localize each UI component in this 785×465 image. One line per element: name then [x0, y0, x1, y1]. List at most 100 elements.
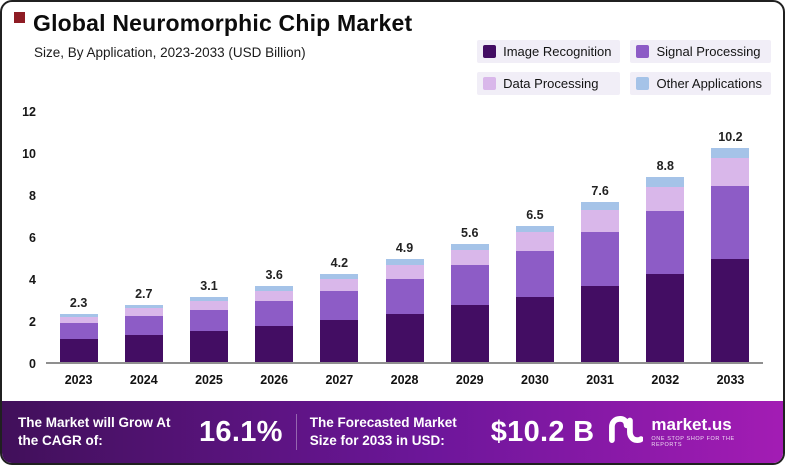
legend-label: Other Applications — [656, 76, 762, 91]
stacked-bar — [450, 244, 489, 362]
bar-segment — [711, 158, 750, 186]
chart-header: Global Neuromorphic Chip Market Size, By… — [2, 2, 783, 102]
marketus-logo[interactable]: market.us ONE STOP SHOP FOR THE REPORTS — [607, 415, 767, 449]
legend-item: Other Applications — [630, 72, 771, 95]
plot-area: 2.3 2.7 3.1 3.6 4.2 4.9 5.6 6.5 7.6 8.8 10.2 — [46, 112, 763, 364]
brand-tagline: ONE STOP SHOP FOR THE REPORTS — [651, 435, 735, 448]
bar-segment — [255, 290, 294, 302]
title-bullet-icon — [14, 12, 25, 23]
x-axis-label: 2024 — [129, 373, 158, 387]
stacked-bar — [255, 286, 294, 362]
bar-segment — [385, 265, 424, 280]
bar-segment — [255, 301, 294, 327]
bar-group: 7.6 — [568, 112, 633, 362]
bar-segment — [450, 305, 489, 362]
bar-segment — [646, 177, 685, 187]
bar-segment — [581, 202, 620, 211]
bar-group: 3.6 — [242, 112, 307, 362]
legend-swatch-icon — [636, 45, 650, 58]
bar-segment — [59, 313, 98, 317]
bar-segment — [646, 210, 685, 274]
x-axis: 2023 2024 2025 2026 2027 2028 2029 2030 2031 2032… — [46, 373, 763, 387]
bar-segment — [515, 296, 554, 362]
y-axis-tick: 2 — [29, 315, 36, 329]
legend-label: Image Recognition — [503, 44, 612, 59]
forecast-value: $10.2 B — [490, 415, 595, 448]
legend-item: Signal Processing — [630, 40, 771, 63]
bar-segment — [189, 330, 228, 362]
legend-swatch-icon — [483, 77, 497, 90]
y-axis-tick: 12 — [22, 105, 36, 119]
forecast-label: The Forecasted Market Size for 2033 in U… — [309, 415, 457, 448]
x-axis-label: 2030 — [521, 373, 549, 387]
y-axis-tick: 0 — [29, 357, 36, 371]
bar-segment — [255, 286, 294, 291]
bar-segment — [515, 250, 554, 297]
bar-segment — [320, 290, 359, 320]
x-axis-label: 2032 — [651, 373, 680, 387]
bar-total-label: 4.9 — [395, 241, 414, 256]
bar-segment — [124, 334, 163, 362]
title-row: Global Neuromorphic Chip Market — [14, 10, 769, 37]
x-axis-label: 2026 — [260, 373, 289, 387]
bar-group: 10.2 — [698, 112, 763, 362]
legend-item: Image Recognition — [477, 40, 621, 63]
stacked-bar — [385, 259, 424, 362]
bar-segment — [189, 309, 228, 331]
bar-total-label: 7.6 — [591, 184, 609, 199]
bar-segment — [255, 326, 294, 362]
x-axis-label: 2031 — [586, 373, 614, 387]
chart-area: 0 2 4 6 8 10 12 2.3 2.7 3.1 3.6 4.2 4.9 5.6 6.5 7.6 8.8… — [2, 105, 783, 387]
brand-text: market.us ONE STOP SHOP FOR THE REPORTS — [651, 416, 767, 448]
bar-segment — [320, 320, 359, 362]
bar-group: 5.6 — [437, 112, 502, 362]
bar-group: 6.5 — [502, 112, 567, 362]
footer-divider — [295, 414, 297, 450]
y-axis-tick: 10 — [22, 147, 36, 161]
legend: Image Recognition Signal Processing Data P… — [477, 40, 771, 95]
bar-group: 4.2 — [307, 112, 372, 362]
bar-segment — [450, 250, 489, 266]
stacked-bar — [59, 313, 98, 362]
chart-subtitle: Size, By Application, 2023-2033 (USD Bil… — [34, 45, 306, 60]
stacked-bar — [515, 225, 554, 362]
bar-group: 2.3 — [46, 112, 111, 362]
cagr-label: The Market will Grow At the CAGR of: — [18, 415, 171, 448]
bar-segment — [320, 278, 359, 291]
legend-swatch-icon — [636, 77, 650, 90]
x-axis-label: 2028 — [390, 373, 419, 387]
bar-segment — [711, 259, 750, 362]
stacked-bar — [189, 296, 228, 362]
chart-title: Global Neuromorphic Chip Market — [33, 10, 413, 36]
bar-segment — [450, 265, 489, 306]
bar-total-label: 10.2 — [718, 129, 743, 144]
stacked-bar — [581, 202, 620, 362]
stacked-bar — [646, 177, 685, 362]
bar-segment — [124, 305, 163, 309]
bar-total-label: 4.2 — [330, 255, 349, 270]
y-axis-tick: 8 — [29, 189, 36, 203]
bar-segment — [515, 232, 554, 251]
x-axis-label: 2033 — [716, 373, 745, 387]
bar-total-label: 5.6 — [461, 226, 479, 241]
bar-total-label: 3.6 — [265, 268, 283, 283]
bar-segment — [646, 186, 685, 211]
stacked-bar — [320, 273, 359, 362]
brand-name: market.us — [651, 415, 732, 435]
bar-segment — [59, 338, 98, 362]
bar-total-label: 8.8 — [656, 159, 674, 174]
x-axis-label: 2027 — [325, 373, 354, 387]
y-axis-tick: 4 — [29, 273, 36, 287]
legend-swatch-icon — [483, 45, 497, 58]
bar-segment — [189, 296, 228, 301]
footer-banner: The Market will Grow At the CAGR of: 16.… — [2, 401, 783, 463]
bar-segment — [124, 315, 163, 335]
bar-segment — [59, 323, 98, 339]
y-axis-tick: 6 — [29, 231, 36, 245]
bar-segment — [124, 308, 163, 316]
legend-label: Data Processing — [503, 76, 599, 91]
stacked-bar — [711, 147, 750, 362]
bar-segment — [581, 210, 620, 232]
stacked-bar — [124, 305, 163, 362]
